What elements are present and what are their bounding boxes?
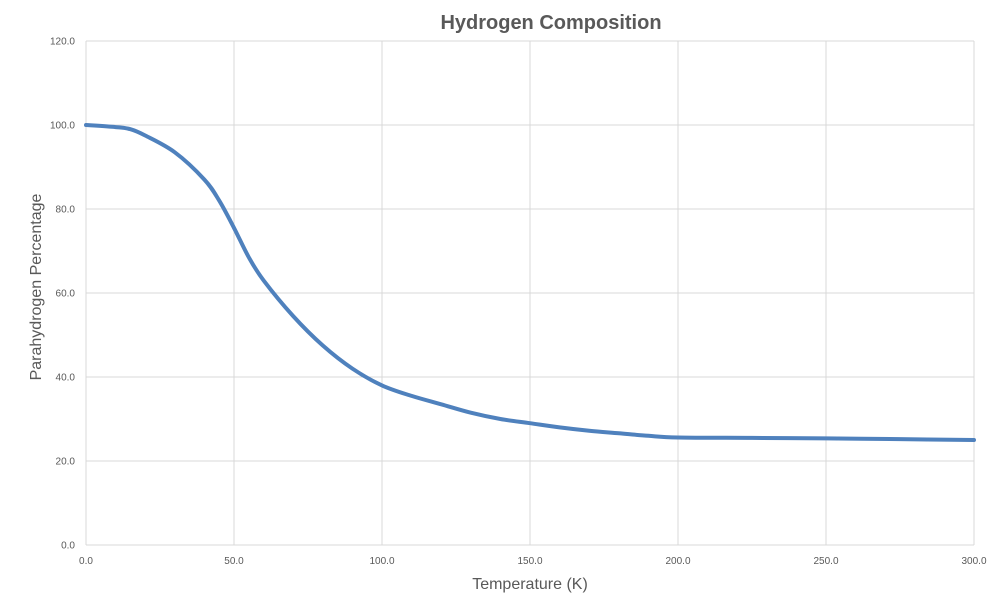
y-tick-label: 60.0 [56,289,76,300]
y-tick-label: 120.0 [50,37,75,48]
x-tick-label: 200.0 [665,556,690,567]
chart-title: Hydrogen Composition [440,12,661,34]
y-axis-label: Parahydrogen Percentage [28,194,45,381]
x-tick-label: 250.0 [813,556,838,567]
x-tick-label: 0.0 [79,556,93,567]
x-tick-labels: 0.0 50.0 100.0 150.0 200.0 250.0 300.0 [79,556,987,567]
x-tick-label: 300.0 [961,556,986,567]
y-tick-label: 80.0 [56,205,76,216]
y-tick-label: 40.0 [56,373,76,384]
series-layer [84,123,976,442]
x-axis-label: Temperature (K) [472,576,588,593]
y-tick-labels: 0.0 20.0 40.0 60.0 80.0 100.0 120.0 [50,37,75,552]
gridlines [85,40,975,546]
y-tick-label: 20.0 [56,457,76,468]
y-tick-label: 0.0 [61,541,75,552]
y-tick-label: 100.0 [50,121,75,132]
x-tick-label: 150.0 [517,556,542,567]
series-line-0 [84,123,976,442]
x-tick-label: 50.0 [224,556,244,567]
x-tick-label: 100.0 [369,556,394,567]
